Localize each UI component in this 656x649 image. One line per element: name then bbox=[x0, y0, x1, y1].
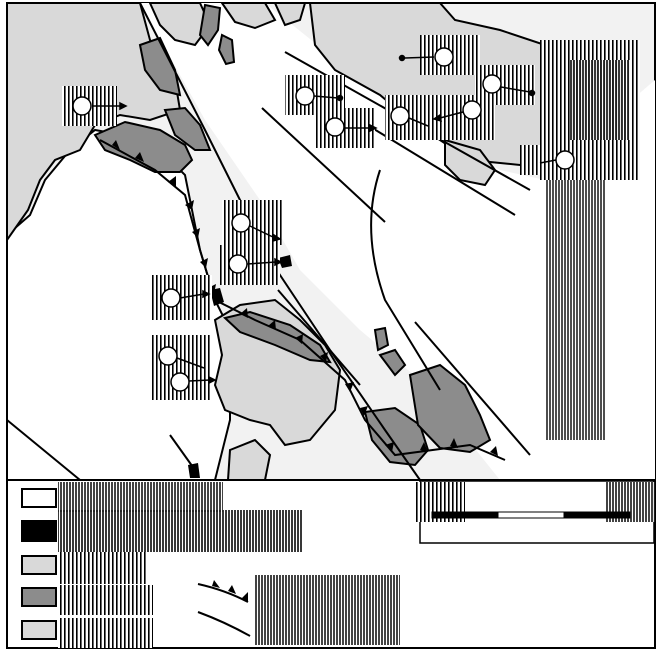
east-island bbox=[444, 138, 497, 187]
callout-7 bbox=[520, 145, 580, 175]
legend-swatch-black bbox=[21, 520, 57, 542]
legend-swatch-white bbox=[21, 488, 57, 508]
label-block-east bbox=[540, 40, 640, 440]
scale-bar-segment-3 bbox=[563, 511, 631, 519]
central-plain bbox=[140, 3, 655, 480]
legend-label-blocks bbox=[58, 482, 400, 648]
south-island-light bbox=[213, 298, 342, 447]
north-island-3 bbox=[273, 1, 307, 27]
callout-1 bbox=[62, 86, 128, 126]
callout-11 bbox=[150, 335, 217, 400]
legend-panel bbox=[6, 479, 656, 649]
south-islet-light bbox=[226, 438, 272, 481]
callout-2 bbox=[398, 35, 480, 75]
legend-thrust-symbol bbox=[197, 580, 249, 603]
dark-unit-central-north bbox=[163, 106, 212, 151]
southeast-dark-2 bbox=[408, 363, 492, 454]
callout-6 bbox=[385, 95, 495, 140]
callout-10 bbox=[152, 275, 212, 320]
scale-bar-segment-2 bbox=[497, 511, 565, 519]
legend-swatch-light-2 bbox=[21, 620, 57, 640]
south-dark-band bbox=[222, 310, 332, 364]
station-callouts bbox=[62, 35, 580, 400]
dark-unit-north-2 bbox=[217, 33, 236, 66]
thrust-fault bbox=[99, 139, 506, 461]
map-panel bbox=[6, 1, 656, 481]
black-unit-3 bbox=[188, 463, 200, 478]
north-island-2 bbox=[220, 2, 277, 30]
southeast-dark-4 bbox=[378, 348, 407, 377]
southeast-dark-3 bbox=[373, 326, 390, 352]
north-island-1 bbox=[148, 1, 212, 47]
legend-swatch-light bbox=[21, 555, 57, 575]
legend-fault-symbol bbox=[197, 611, 251, 637]
black-unit-2 bbox=[278, 255, 292, 268]
legend-swatch-dark bbox=[21, 587, 57, 607]
scale-bar bbox=[415, 480, 655, 544]
dark-unit-north-1 bbox=[198, 3, 222, 47]
callout-9 bbox=[220, 245, 283, 285]
legend-swatches bbox=[21, 488, 57, 640]
dark-unit-northwest bbox=[138, 36, 182, 97]
scale-bar-segment-1 bbox=[431, 511, 499, 519]
dark-unit-west-massif bbox=[93, 120, 194, 173]
callout-8 bbox=[222, 200, 282, 245]
callout-5 bbox=[315, 108, 378, 148]
